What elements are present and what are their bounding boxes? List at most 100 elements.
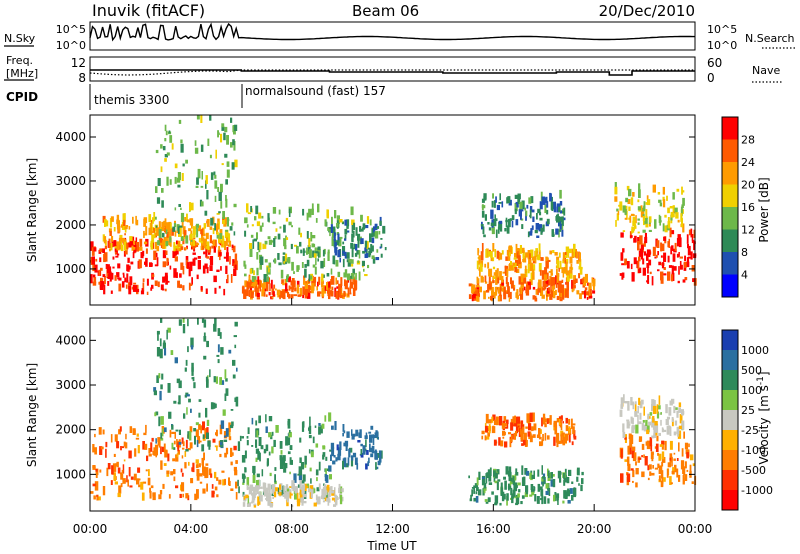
power-echo-cell [226,274,229,283]
power-echo-cell [221,243,223,247]
velocity-echo-cell [639,401,643,409]
power-echo-cell [126,242,129,250]
velocity-echo-cell [375,454,378,460]
velocity-echo-cell [517,425,520,428]
x-tick-label: 08:00 [274,522,309,536]
velocity-echo-cell [263,448,267,453]
velocity-echo-cell [194,493,198,501]
power-echo-cell [109,218,113,228]
velocity-echo-cell [325,456,328,461]
power-echo-cell [681,218,683,228]
power-colorbar-swatch [722,229,738,253]
power-echo-cell [112,266,115,269]
velocity-echo-cell [651,404,653,412]
velocity-echo-cell [626,419,630,422]
velocity-echo-cell [654,421,658,426]
velocity-echo-cell [568,418,571,425]
power-echo-cell [205,288,208,294]
velocity-echo-cell [562,437,566,443]
power-echo-cell [198,237,201,243]
velocity-echo-cell [652,405,657,414]
power-echo-cell [663,267,666,270]
velocity-echo-cell [182,318,185,323]
power-echo-cell [547,279,551,286]
power-echo-cell [493,200,496,208]
power-echo-cell [114,275,117,281]
velocity-echo-cell [665,419,669,426]
power-echo-cell [123,219,126,226]
power-echo-cell [321,273,324,282]
power-echo-cell [351,219,355,225]
velocity-echo-cell [322,452,326,457]
velocity-echo-cell [267,500,271,506]
power-echo-cell [471,285,474,294]
power-echo-cell [225,265,228,274]
power-echo-cell [643,208,646,212]
velocity-echo-cell [242,482,245,485]
power-echo-cell [616,208,619,212]
power-echo-cell [616,213,619,221]
power-echo-cell [681,204,684,209]
velocity-echo-cell [127,479,129,487]
power-echo-cell [151,230,154,234]
velocity-echo-cell [514,415,516,424]
power-echo-cell [686,257,690,267]
velocity-echo-cell [648,421,651,426]
velocity-echo-cell [512,416,515,425]
velocity-echo-cell [659,444,663,447]
noise-left-tick-top: 10^5 [56,23,86,36]
velocity-echo-cell [345,463,349,468]
power-echo-cell [647,275,650,284]
power-colorbar-level: 8 [741,246,748,259]
power-echo-cell [219,229,223,236]
power-echo-cell [344,254,348,259]
velocity-echo-cell [190,408,192,413]
velocity-echo-cell [120,473,124,480]
velocity-echo-cell [539,486,543,490]
velocity-echo-cell [246,502,250,507]
power-echo-cell [160,284,164,290]
velocity-echo-cell [628,433,632,439]
power-echo-cell [166,232,170,238]
velocity-echo-cell [334,487,336,497]
velocity-echo-cell [649,471,652,476]
velocity-echo-cell [113,453,116,457]
power-echo-cell [353,243,356,250]
power-echo-cell [336,215,340,225]
velocity-echo-cell [485,501,489,504]
power-echo-cell [505,217,508,228]
velocity-echo-cell [199,481,203,484]
power-echo-cell [571,279,573,289]
power-echo-cell [678,237,682,248]
power-echo-cell [528,197,532,204]
power-echo-cell [176,272,178,278]
power-echo-cell [620,232,624,238]
velocity-echo-cell [96,494,98,497]
power-echo-cell [197,256,201,259]
power-echo-cell [337,233,340,243]
power-echo-cell [485,290,490,293]
velocity-echo-cell [637,406,639,414]
velocity-colorbar-unit-end: ] [757,371,771,376]
power-echo-cell [246,203,249,213]
power-echo-cell [566,261,568,271]
power-echo-cell [518,261,521,269]
power-colorbar-level: 28 [741,134,755,147]
velocity-echo-cell [280,450,283,455]
power-echo-cell [120,241,123,246]
velocity-echo-cell [302,474,306,482]
velocity-echo-cell [162,483,165,489]
velocity-echo-cell [566,476,570,484]
power-echo-cell [225,237,228,246]
power-echo-cell [691,239,695,244]
power-echo-cell [260,256,264,265]
power-echo-cell [582,285,585,288]
power-echo-cell [667,207,670,214]
velocity-echo-cell [210,473,213,478]
velocity-echo-cell [667,425,671,430]
velocity-echo-cell [506,493,509,501]
power-echo-cell [678,266,680,275]
velocity-echo-cell [148,469,150,477]
velocity-echo-cell [230,488,234,491]
velocity-echo-cell [176,453,179,458]
